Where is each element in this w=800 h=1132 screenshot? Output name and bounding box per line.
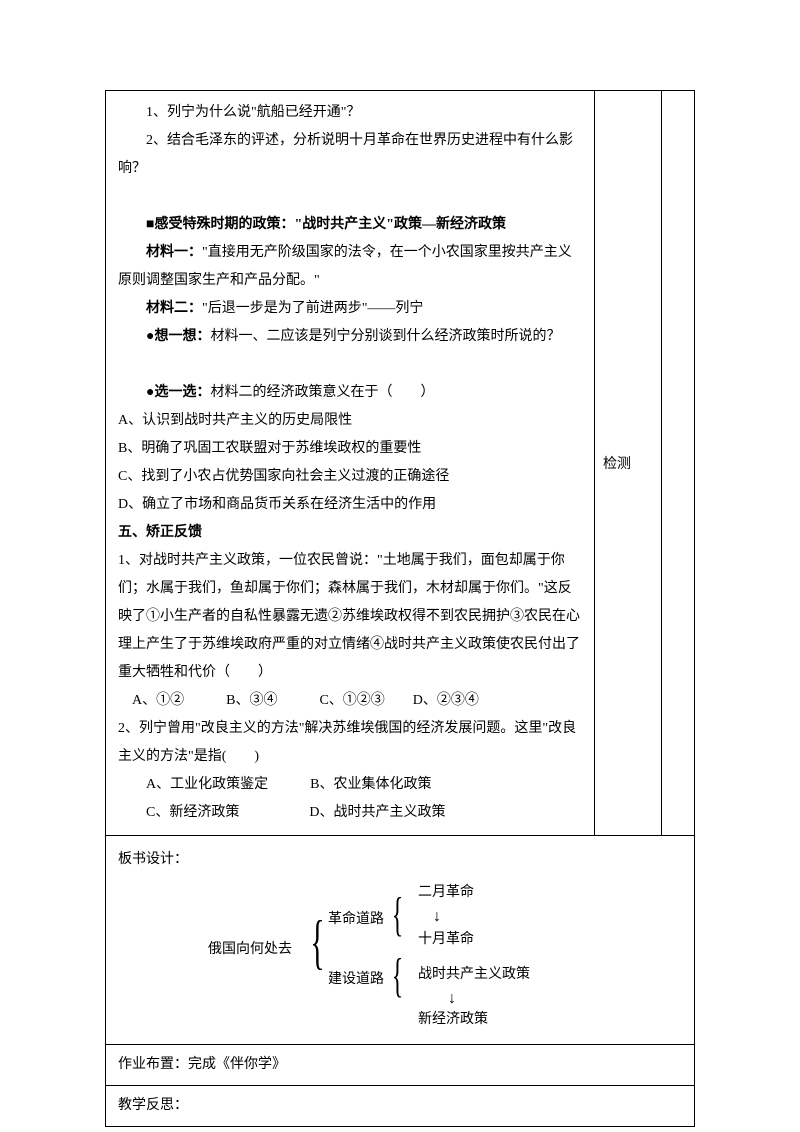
- diagram-node-3: 战时共产主义政策: [418, 964, 530, 986]
- side-label-cell: 检测: [594, 91, 661, 836]
- material-1: 材料一："直接用无产阶级国家的法令，在一个小农国家里按共产主义原则调整国家生产和…: [118, 239, 582, 295]
- feedback-title: 五、矫正反馈: [118, 519, 582, 547]
- option-d: D、确立了市场和商品货币关系在经济生活中的作用: [118, 491, 582, 519]
- option-b: B、明确了巩固工农联盟对于苏维埃政权的重要性: [118, 435, 582, 463]
- diagram-node-2: 十月革命: [418, 929, 474, 951]
- choose-label: ●选一选：: [146, 385, 210, 400]
- brace-icon: {: [310, 912, 324, 972]
- think-label: ●想一想：: [146, 329, 210, 344]
- feedback-q1: 1、对战时共产主义政策，一位农民曾说："土地属于我们，面包却属于你们；水属于我们…: [118, 547, 582, 687]
- narrow-cell: [661, 91, 694, 836]
- arrow-down-icon: ↓: [448, 986, 456, 1012]
- board-design-cell: 板书设计： 俄国向何处去 { 革命道路 建设道路 { { 二月革命 ↓ 十月革命…: [106, 836, 695, 1045]
- side-label: 检测: [603, 457, 631, 472]
- main-content-cell: 1、列宁为什么说"航船已经开通"？ 2、结合毛泽东的评述，分析说明十月革命在世界…: [106, 91, 595, 836]
- board-diagram: 俄国向何处去 { 革命道路 建设道路 { { 二月革命 ↓ 十月革命 战时共产主…: [118, 874, 682, 1034]
- material-1-label: 材料一：: [146, 245, 202, 260]
- option-c: C、找到了小农占优势国家向社会主义过渡的正确途径: [118, 463, 582, 491]
- homework-text: 作业布置：完成《伴你学》: [118, 1051, 682, 1079]
- question-2: 2、结合毛泽东的评述，分析说明十月革命在世界历史进程中有什么影响？: [118, 127, 582, 183]
- think-prompt: ●想一想：材料一、二应该是列宁分别谈到什么经济政策时所说的？: [118, 323, 582, 351]
- board-label: 板书设计：: [118, 846, 682, 874]
- homework-cell: 作业布置：完成《伴你学》: [106, 1045, 695, 1086]
- diagram-branch-2: 建设道路: [328, 969, 384, 991]
- diagram-node-4: 新经济政策: [418, 1009, 488, 1031]
- reflection-text: 教学反思：: [118, 1092, 682, 1120]
- brace-icon: {: [392, 891, 404, 939]
- think-text: 材料一、二应该是列宁分别谈到什么经济政策时所说的？: [210, 329, 560, 344]
- choose-text: 材料二的经济政策意义在于（ ）: [210, 385, 434, 400]
- material-2: 材料二："后退一步是为了前进两步"——列宁: [118, 295, 582, 323]
- material-2-text: "后退一步是为了前进两步"——列宁: [202, 301, 423, 316]
- section-title: ■感受特殊时期的政策："战时共产主义"政策—新经济政策: [118, 211, 582, 239]
- reflection-cell: 教学反思：: [106, 1086, 695, 1127]
- feedback-q2: 2、列宁曾用"改良主义的方法"解决苏维埃俄国的经济发展问题。这里"改良主义的方法…: [118, 715, 582, 771]
- feedback-q2-options-ab: A、工业化政策鉴定 B、农业集体化政策: [118, 771, 582, 799]
- option-a: A、认识到战时共产主义的历史局限性: [118, 407, 582, 435]
- arrow-down-icon: ↓: [433, 904, 441, 930]
- diagram-node-1: 二月革命: [418, 882, 474, 904]
- feedback-q1-options: A、①② B、③④ C、①②③ D、②③④: [118, 687, 582, 715]
- feedback-q2-options-cd: C、新经济政策 D、战时共产主义政策: [118, 799, 582, 827]
- choose-prompt: ●选一选：材料二的经济政策意义在于（ ）: [118, 379, 582, 407]
- document-table: 1、列宁为什么说"航船已经开通"？ 2、结合毛泽东的评述，分析说明十月革命在世界…: [105, 90, 695, 1127]
- diagram-branch-1: 革命道路: [328, 909, 384, 931]
- material-2-label: 材料二：: [146, 301, 202, 316]
- brace-icon: {: [392, 952, 404, 1000]
- diagram-root: 俄国向何处去: [208, 939, 292, 961]
- question-1: 1、列宁为什么说"航船已经开通"？: [118, 99, 582, 127]
